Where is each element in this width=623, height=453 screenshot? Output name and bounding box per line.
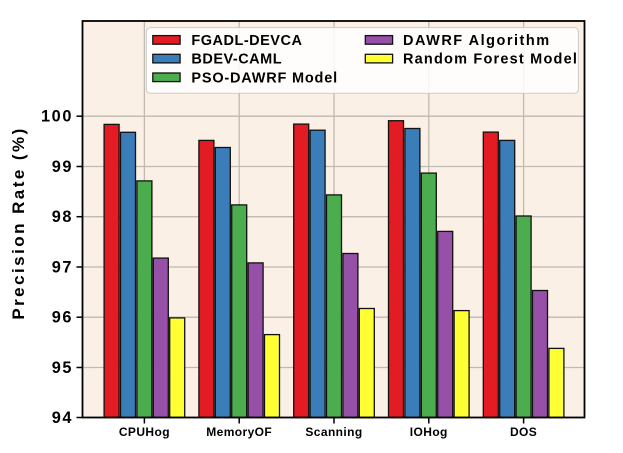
svg-text:CPUHog: CPUHog: [119, 425, 170, 439]
svg-text:BDEV-CAML: BDEV-CAML: [191, 52, 282, 68]
svg-text:97: 97: [52, 258, 73, 276]
svg-text:PSO-DAWRF Model: PSO-DAWRF Model: [191, 70, 338, 86]
svg-text:Random Forest Model: Random Forest Model: [403, 52, 578, 68]
svg-text:IOHog: IOHog: [410, 425, 448, 439]
svg-text:94: 94: [52, 409, 73, 427]
svg-text:FGADL-DEVCA: FGADL-DEVCA: [191, 33, 302, 49]
svg-text:100: 100: [41, 108, 73, 126]
svg-text:98: 98: [52, 208, 73, 226]
svg-text:99: 99: [52, 158, 73, 176]
svg-text:95: 95: [52, 359, 73, 377]
svg-text:MemoryOF: MemoryOF: [206, 425, 272, 439]
svg-text:DAWRF Algorithm: DAWRF Algorithm: [403, 33, 551, 49]
svg-text:Precision Rate (%): Precision Rate (%): [9, 126, 28, 319]
svg-text:96: 96: [52, 309, 73, 327]
svg-text:Scanning: Scanning: [305, 425, 362, 439]
svg-text:DOS: DOS: [510, 425, 537, 439]
